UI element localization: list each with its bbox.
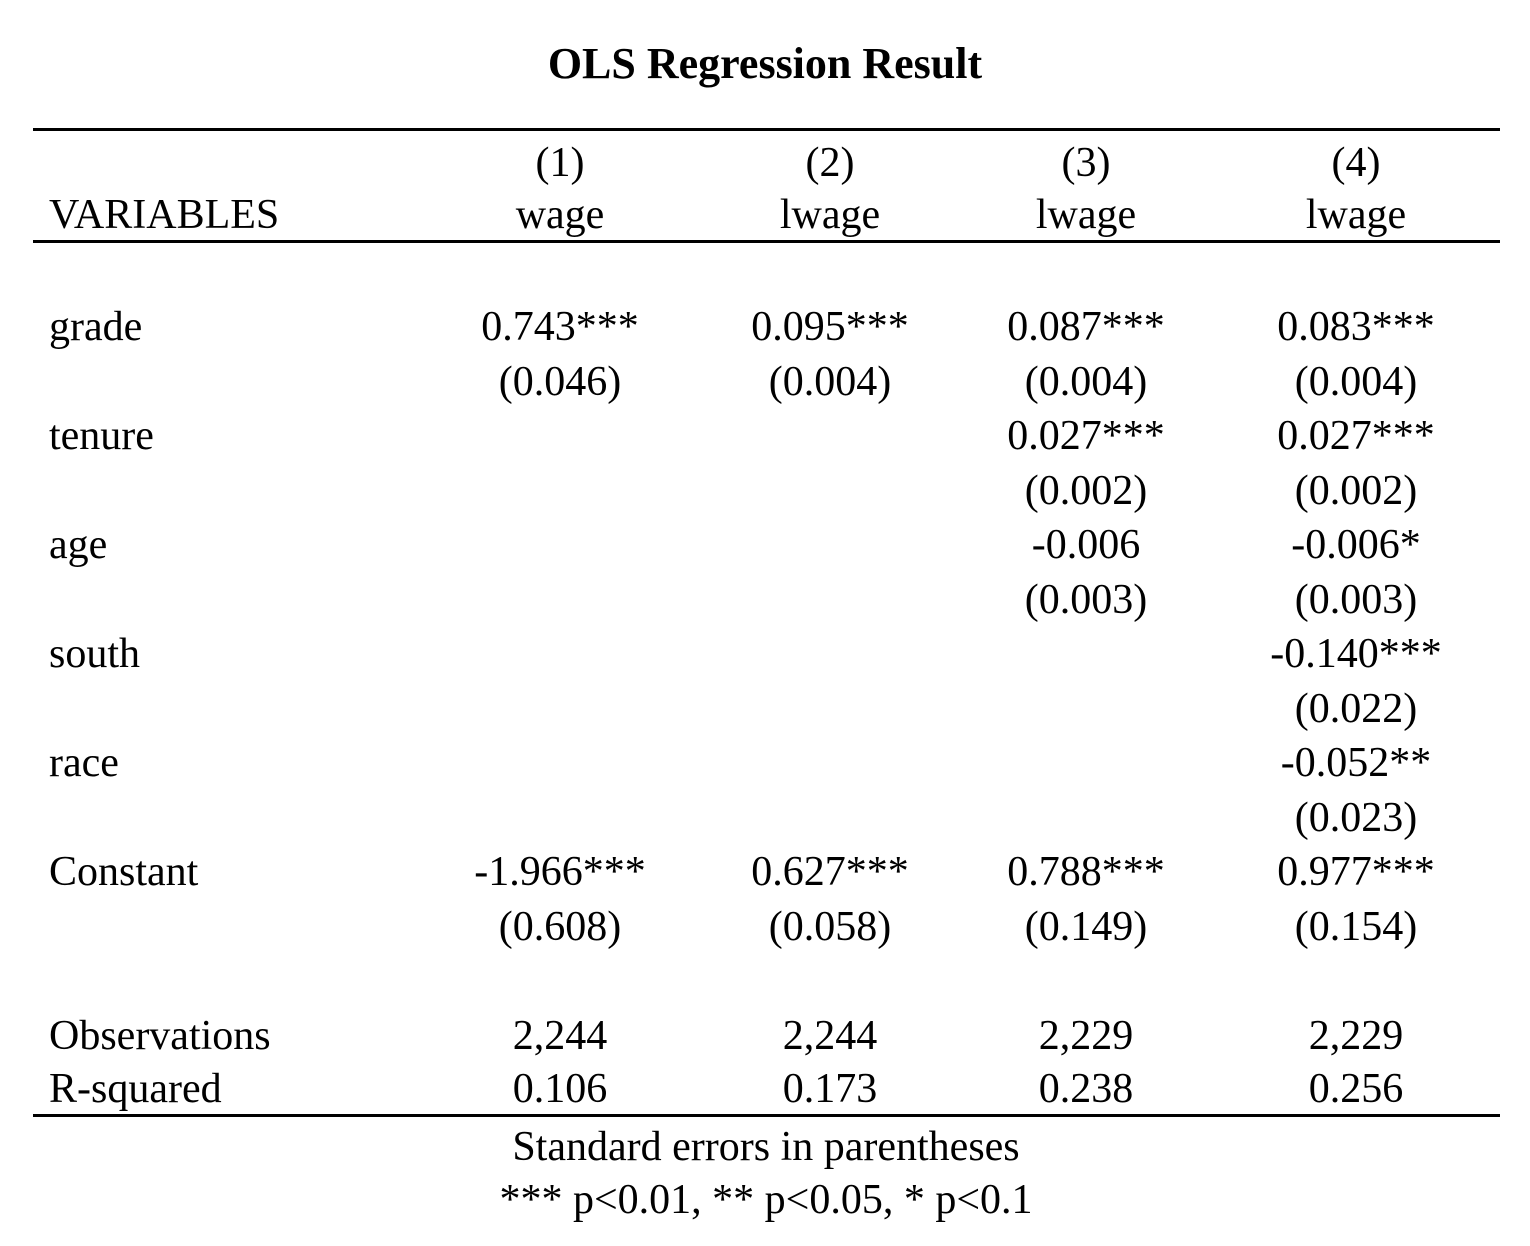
- stat-cell: 2,229: [1308, 1013, 1404, 1059]
- bottom-rule: [33, 1114, 1500, 1117]
- significance-note: *** p<0.01, ** p<0.05, * p<0.1: [499, 1177, 1033, 1223]
- se-cell: (0.058): [768, 904, 892, 950]
- row-label-constant: Constant: [49, 849, 199, 895]
- se-cell: (0.003): [1024, 577, 1148, 623]
- top-rule: [33, 128, 1500, 131]
- row-label-age: age: [49, 522, 108, 568]
- se-cell: (0.149): [1024, 904, 1148, 950]
- stat-cell: 0.256: [1308, 1066, 1404, 1112]
- table-note: Standard errors in parentheses: [512, 1124, 1020, 1170]
- column-dependent-3: lwage: [1035, 192, 1137, 238]
- se-cell: (0.004): [1024, 359, 1148, 405]
- coef-cell: 0.083***: [1277, 304, 1435, 350]
- column-dependent-2: lwage: [779, 192, 881, 238]
- row-label-grade: grade: [49, 304, 143, 350]
- coef-cell: -0.140***: [1270, 631, 1442, 677]
- stat-label-r-squared: R-squared: [49, 1066, 222, 1112]
- se-cell: (0.046): [498, 359, 622, 405]
- stat-label-observations: Observations: [49, 1013, 271, 1059]
- coef-cell: -0.052**: [1280, 740, 1432, 786]
- coef-cell: 0.743***: [481, 304, 639, 350]
- column-number-4: (4): [1331, 140, 1381, 186]
- coef-cell: 0.627***: [751, 849, 909, 895]
- column-dependent-1: wage: [515, 192, 605, 238]
- variables-header: VARIABLES: [49, 192, 280, 238]
- coef-cell: 0.788***: [1007, 849, 1165, 895]
- column-number-1: (1): [535, 140, 585, 186]
- coef-cell: -1.966***: [474, 849, 646, 895]
- row-label-south: south: [49, 631, 141, 677]
- coef-cell: 0.027***: [1007, 413, 1165, 459]
- coef-cell: 0.095***: [751, 304, 909, 350]
- column-number-3: (3): [1061, 140, 1111, 186]
- stat-cell: 0.238: [1038, 1066, 1134, 1112]
- stat-cell: 0.106: [512, 1066, 608, 1112]
- coef-cell: -0.006: [1031, 522, 1141, 568]
- se-cell: (0.023): [1294, 795, 1418, 841]
- se-cell: (0.003): [1294, 577, 1418, 623]
- column-number-2: (2): [805, 140, 855, 186]
- table-title: OLS Regression Result: [547, 39, 983, 88]
- se-cell: (0.004): [1294, 359, 1418, 405]
- column-dependent-4: lwage: [1305, 192, 1407, 238]
- coef-cell: 0.087***: [1007, 304, 1165, 350]
- stat-cell: 0.173: [782, 1066, 878, 1112]
- se-cell: (0.004): [768, 359, 892, 405]
- se-cell: (0.002): [1024, 468, 1148, 514]
- coef-cell: 0.027***: [1277, 413, 1435, 459]
- coef-cell: -0.006*: [1291, 522, 1421, 568]
- stat-cell: 2,244: [782, 1013, 878, 1059]
- se-cell: (0.022): [1294, 686, 1418, 732]
- se-cell: (0.002): [1294, 468, 1418, 514]
- se-cell: (0.154): [1294, 904, 1418, 950]
- stat-cell: 2,229: [1038, 1013, 1134, 1059]
- header-rule: [33, 240, 1500, 243]
- stat-cell: 2,244: [512, 1013, 608, 1059]
- se-cell: (0.608): [498, 904, 622, 950]
- coef-cell: 0.977***: [1277, 849, 1435, 895]
- row-label-race: race: [49, 740, 119, 786]
- row-label-tenure: tenure: [49, 413, 154, 459]
